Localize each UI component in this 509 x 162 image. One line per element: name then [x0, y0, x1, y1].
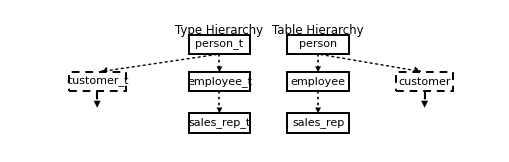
Text: sales_rep_t: sales_rep_t	[188, 117, 250, 128]
Text: employee: employee	[291, 77, 346, 87]
Text: customer: customer	[399, 77, 451, 87]
Text: person: person	[299, 39, 337, 49]
Bar	[396, 72, 453, 92]
Bar	[189, 35, 250, 54]
Bar	[189, 113, 250, 133]
Text: employee_t: employee_t	[187, 76, 252, 87]
Text: Table Hierarchy: Table Hierarchy	[272, 24, 364, 37]
Text: customer_t: customer_t	[66, 77, 128, 87]
Bar	[288, 35, 349, 54]
Bar	[189, 72, 250, 92]
Bar	[69, 72, 126, 92]
Text: Type Hierarchy: Type Hierarchy	[176, 24, 264, 37]
Text: sales_rep: sales_rep	[292, 117, 344, 128]
Bar	[288, 113, 349, 133]
Bar	[288, 72, 349, 92]
Text: person_t: person_t	[195, 39, 243, 50]
